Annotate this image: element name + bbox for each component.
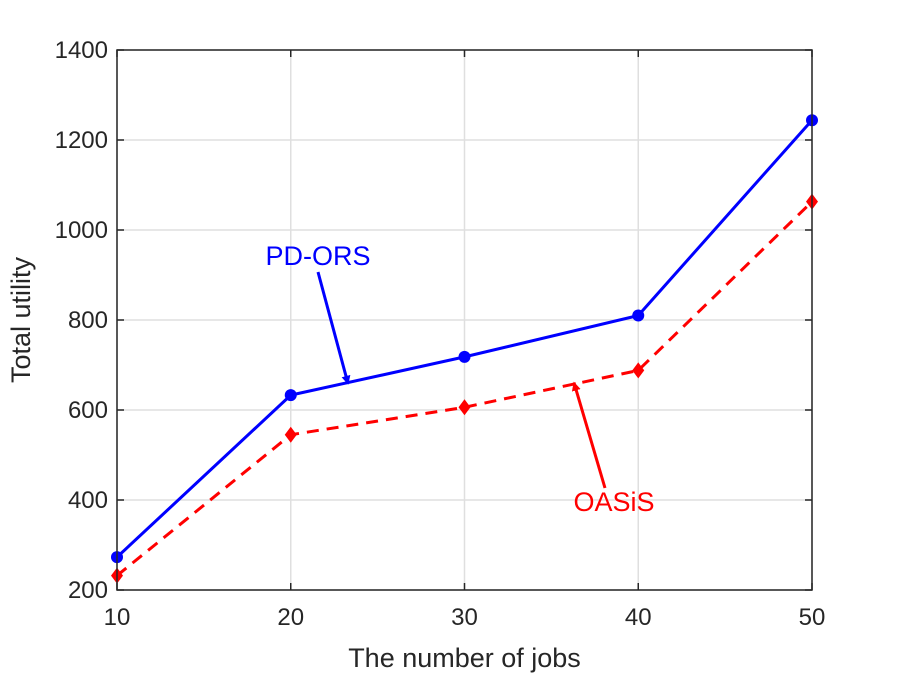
y-tick-label: 1400 [55, 37, 108, 64]
axes [116, 49, 813, 591]
annotation-label-pd-ors: PD-ORS [265, 241, 370, 271]
y-tick-label: 200 [68, 577, 108, 604]
series-line-oasis [116, 200, 814, 577]
annotation-arrow-oasis [571, 381, 607, 489]
y-axis-label: Total utility [6, 256, 36, 383]
data-point-pd-ors [284, 389, 297, 402]
y-tick-label: 1200 [55, 127, 108, 154]
annotation-arrow-pd-ors [316, 271, 351, 385]
x-tick-label: 40 [625, 604, 652, 631]
annotations: PD-ORS OASiS [265, 241, 654, 517]
data-point-oasis [458, 399, 471, 416]
data-point-oasis [632, 362, 645, 379]
x-tick-label: 30 [451, 604, 478, 631]
x-tick-label: 20 [277, 604, 304, 631]
y-tick-label: 800 [68, 307, 108, 334]
y-tick-label: 400 [68, 487, 108, 514]
annotation-label-oasis: OASiS [573, 487, 654, 517]
tick-labels: 10 20 30 40 50 200 400 600 800 1000 1200 1400 [55, 37, 826, 631]
data-point-pd-ors [458, 350, 471, 363]
x-axis-label: The number of jobs [348, 643, 581, 673]
y-tick-label: 600 [68, 397, 108, 424]
x-tick-label: 10 [104, 604, 131, 631]
x-tick-label: 50 [799, 604, 826, 631]
grid [116, 49, 813, 591]
data-point-pd-ors [632, 309, 645, 322]
y-tick-label: 1000 [55, 217, 108, 244]
data-point-oasis [284, 426, 297, 443]
